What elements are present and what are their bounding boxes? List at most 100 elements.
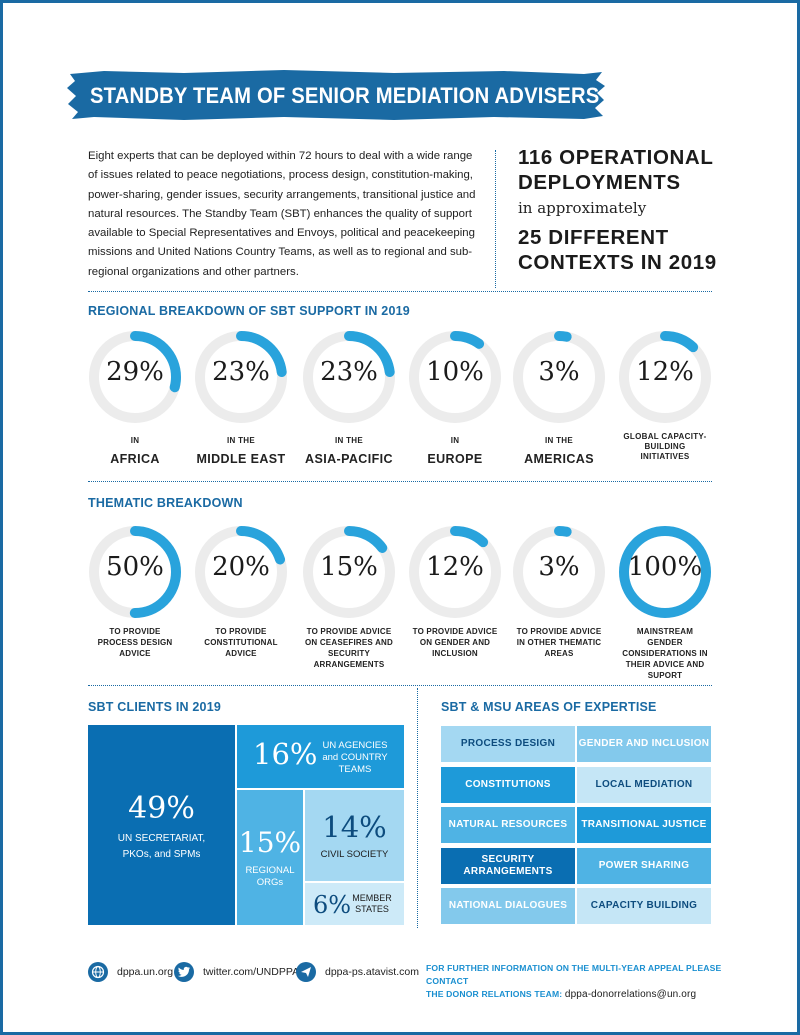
page-title: STANDBY TEAM OF SENIOR MEDIATION ADVISER… bbox=[90, 83, 600, 108]
regional-label-region: ASIA-PACIFIC bbox=[305, 452, 393, 466]
donut-arc bbox=[89, 331, 181, 423]
thematic-1-pct: 20% bbox=[212, 552, 270, 582]
footer-website-text: dppa.un.org bbox=[117, 966, 174, 978]
client-civil-society-label: CIVIL SOCIETY bbox=[320, 849, 389, 860]
deployment-stats: 116 OPERATIONAL DEPLOYMENTS in approxima… bbox=[518, 145, 758, 275]
expertise-cell: NATURAL RESOURCES bbox=[441, 807, 575, 843]
footer-website-link[interactable]: dppa.un.org bbox=[88, 962, 173, 982]
stat-line-1: 116 OPERATIONAL bbox=[518, 146, 714, 169]
donut-arc bbox=[409, 331, 501, 423]
thematic-4-pct: 3% bbox=[538, 552, 580, 582]
intro-divider bbox=[495, 150, 496, 288]
expertise-cell: CONSTITUTIONS bbox=[441, 766, 575, 803]
stat-line-3: 25 DIFFERENT bbox=[518, 226, 669, 249]
clients-section-title: SBT CLIENTS IN 2019 bbox=[88, 700, 221, 714]
thematic-label: MAINSTREAM GENDER CONSIDERATIONS IN THEI… bbox=[622, 627, 708, 680]
regional-label: IN THE ASIA-PACIFIC bbox=[289, 436, 409, 466]
divider bbox=[88, 291, 712, 292]
regional-5-donut: 12% bbox=[618, 330, 712, 424]
footer-contact-line-1: FOR FURTHER INFORMATION ON THE MULTI-YEA… bbox=[426, 963, 722, 986]
donut-arc bbox=[513, 526, 605, 618]
donut-arc bbox=[195, 331, 287, 423]
regional-label: GLOBAL CAPACITY-BUILDING INITIATIVES bbox=[605, 432, 725, 462]
client-regional-orgs: 15% REGIONAL ORGs bbox=[237, 790, 303, 925]
thematic-3-pct: 12% bbox=[426, 552, 484, 582]
footer-twitter-text: twitter.com/UNDPPA bbox=[203, 966, 300, 978]
thematic-3-donut: 12% bbox=[408, 525, 502, 619]
expertise-cell: PROCESS DESIGN bbox=[441, 726, 575, 762]
thematic-2-donut: 15% bbox=[302, 525, 396, 619]
donut-arc bbox=[303, 526, 395, 618]
regional-3-pct: 10% bbox=[426, 357, 484, 387]
regional-5-pct: 12% bbox=[636, 357, 694, 387]
expertise-cell: POWER SHARING bbox=[577, 847, 711, 884]
client-un-secretariat-label: UN SECRETARIAT, PKOs, and SPMs bbox=[117, 833, 206, 860]
expertise-cell: SECURITY ARRANGEMENTS bbox=[441, 847, 575, 884]
thematic-2-pct: 15% bbox=[320, 552, 378, 582]
footer-email-link[interactable]: dppa-donorrelations@un.org bbox=[564, 989, 697, 1000]
donut-arc bbox=[303, 331, 395, 423]
regional-section-title: REGIONAL BREAKDOWN OF SBT SUPPORT IN 201… bbox=[88, 304, 410, 318]
stat-line-4: CONTEXTS IN 2019 bbox=[518, 251, 717, 274]
donut-arc bbox=[513, 331, 605, 423]
donut-arc bbox=[89, 526, 181, 618]
twitter-icon bbox=[174, 962, 194, 982]
expertise-cell: LOCAL MEDIATION bbox=[577, 766, 711, 803]
stat-line-2: DEPLOYMENTS bbox=[518, 171, 681, 194]
footer-contact: FOR FURTHER INFORMATION ON THE MULTI-YEA… bbox=[426, 962, 746, 1001]
footer-atavist-link[interactable]: dppa-ps.atavist.com bbox=[296, 962, 419, 982]
regional-label: IN THE MIDDLE EAST bbox=[181, 436, 301, 466]
footer-contact-line-2: THE DONOR RELATIONS TEAM: bbox=[426, 989, 563, 999]
regional-label-small: IN bbox=[450, 436, 460, 445]
donut-arc bbox=[409, 526, 501, 618]
intro-paragraph: Eight experts that can be deployed withi… bbox=[88, 150, 476, 278]
regional-1-pct: 23% bbox=[212, 357, 270, 387]
regional-label: IN EUROPE bbox=[395, 436, 515, 466]
thematic-5-pct: 100% bbox=[627, 552, 703, 582]
send-icon bbox=[296, 962, 316, 982]
footer-contact-line-2-wrap: THE DONOR RELATIONS TEAM: dppa-donorrela… bbox=[426, 988, 746, 1001]
regional-label-region: EUROPE bbox=[427, 452, 483, 466]
footer-twitter-link[interactable]: twitter.com/UNDPPA bbox=[174, 962, 299, 982]
regional-label: IN THE AMERICAS bbox=[499, 436, 619, 466]
thematic-label: TO PROVIDE ADVICE ON CEASEFIRES AND SECU… bbox=[305, 627, 394, 669]
thematic-label: TO PROVIDE CONSTITUTIONAL ADVICE bbox=[204, 627, 278, 658]
regional-0-donut: 29% bbox=[88, 330, 182, 424]
client-civil-society-pct: 14% bbox=[322, 810, 387, 844]
thematic-4-donut: 3% bbox=[512, 525, 606, 619]
client-un-secretariat: 49% UN SECRETARIAT, PKOs, and SPMs bbox=[88, 725, 235, 925]
thematic-section-title: THEMATIC BREAKDOWN bbox=[88, 496, 243, 510]
title-banner: STANDBY TEAM OF SENIOR MEDIATION ADVISER… bbox=[64, 66, 609, 124]
regional-label-small: IN THE bbox=[544, 436, 574, 445]
client-member-states: 6% MEMBER STATES bbox=[305, 883, 404, 925]
thematic-label: TO PROVIDE PROCESS DESIGN ADVICE bbox=[97, 627, 173, 658]
client-member-states-pct: 6% bbox=[313, 891, 352, 919]
footer-atavist-text: dppa-ps.atavist.com bbox=[325, 966, 419, 978]
divider bbox=[88, 481, 712, 482]
divider bbox=[88, 685, 712, 686]
stat-middle: in approximately bbox=[518, 199, 647, 217]
thematic-5-donut: 100% bbox=[618, 525, 712, 619]
regional-label-small: IN THE bbox=[334, 436, 364, 445]
regional-1-donut: 23% bbox=[194, 330, 288, 424]
expertise-cell: CAPACITY BUILDING bbox=[577, 888, 711, 924]
donut-arc bbox=[619, 331, 711, 423]
client-un-agencies-pct: 16% bbox=[253, 737, 318, 771]
regional-label-region: MIDDLE EAST bbox=[196, 452, 286, 466]
regional-0-pct: 29% bbox=[106, 357, 164, 387]
regional-3-donut: 10% bbox=[408, 330, 502, 424]
regional-label-region: AFRICA bbox=[110, 452, 160, 466]
regional-label-region: AMERICAS bbox=[524, 452, 594, 466]
globe-icon bbox=[88, 962, 108, 982]
thematic-0-pct: 50% bbox=[106, 552, 164, 582]
thematic-label: TO PROVIDE ADVICE ON GENDER AND INCLUSIO… bbox=[412, 627, 498, 658]
thematic-label: TO PROVIDE ADVICE IN OTHER THEMATIC AREA… bbox=[516, 627, 602, 658]
regional-label-small: IN bbox=[130, 436, 140, 445]
client-civil-society: 14% CIVIL SOCIETY bbox=[305, 790, 404, 881]
expertise-cell: GENDER AND INCLUSION bbox=[577, 726, 711, 762]
client-regional-orgs-pct: 15% bbox=[238, 826, 302, 859]
regional-label-small: IN THE bbox=[226, 436, 256, 445]
regional-label: IN AFRICA bbox=[75, 436, 195, 466]
regional-4-donut: 3% bbox=[512, 330, 606, 424]
